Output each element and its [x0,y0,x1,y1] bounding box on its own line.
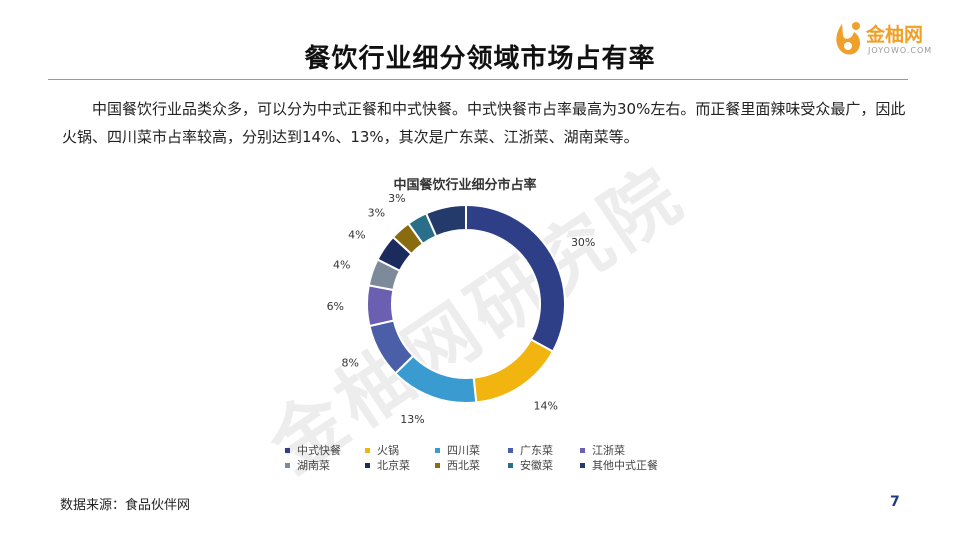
legend-item-4: 广东菜 [508,444,553,458]
legend-label: 广东菜 [520,444,553,457]
legend-item-2: 火锅 [365,444,399,458]
donut-slice-10 [424,203,467,238]
legend-label: 其他中式正餐 [592,459,658,472]
logo-brand: 金柚网 [866,24,924,46]
legend-swatch [435,447,440,453]
legend-item-6: 湖南菜 [285,459,330,473]
legend-item-1: 中式快餐 [285,444,341,458]
donut-slice-label-7: 4% [348,229,365,242]
legend-swatch [365,447,370,453]
donut-slice-5 [366,284,396,328]
logo: 金柚网 JOYOWO.COM [832,16,942,60]
legend-label: 四川菜 [447,444,480,457]
chart-title: 中国餐饮行业细分市占率 [393,178,537,193]
donut-slice-label-10: 6% [432,190,449,192]
page-number: 7 [890,494,900,510]
donut-slice-1 [465,203,566,353]
legend-label: 火锅 [377,444,399,457]
donut-chart: 30%14%13%8%6%4%4%3%3%6% [327,190,596,426]
donut-slice-label-5: 6% [327,300,344,313]
donut-slice-label-9: 3% [388,192,405,205]
legend-swatch [508,447,513,453]
legend-swatch [435,462,440,468]
legend-swatch [365,462,370,468]
legend-swatch [285,447,290,453]
donut-slice-label-3: 13% [400,413,424,426]
legend-label: 湖南菜 [297,459,330,472]
data-source: 数据来源：食品伙伴网 [60,498,191,513]
legend-swatch [580,447,585,453]
legend-item-3: 四川菜 [435,444,480,458]
legend-label: 江浙菜 [592,444,625,457]
legend-swatch [285,462,290,468]
legend-label: 安徽菜 [520,459,553,472]
donut-slice-label-2: 14% [534,400,558,413]
legend-item-7: 北京菜 [365,459,410,473]
legend-item-8: 西北菜 [435,459,480,473]
legend-item-5: 江浙菜 [580,444,625,458]
donut-slice-label-8: 3% [368,207,385,220]
legend-label: 西北菜 [447,459,480,472]
donut-slice-label-1: 30% [571,236,595,249]
legend-label: 中式快餐 [297,444,341,457]
legend-swatch [580,462,585,468]
donut-slice-label-4: 8% [342,357,359,370]
logo-subtext: JOYOWO.COM [868,46,933,55]
legend-label: 北京菜 [377,459,410,472]
donut-slice-3 [393,354,478,404]
legend-swatch [508,462,513,468]
legend-item-10: 其他中式正餐 [580,459,658,473]
logo-mark-icon [836,22,861,55]
donut-slice-2 [472,338,555,404]
intro-paragraph: 中国餐饮行业品类众多，可以分为中式正餐和中式快餐。中式快餐市占率最高为30%左右… [62,100,906,146]
legend-item-9: 安徽菜 [508,459,553,473]
page-title: 餐饮行业细分领域市场占有率 [304,44,656,74]
donut-slice-label-6: 4% [333,259,350,272]
title-divider [48,79,908,80]
